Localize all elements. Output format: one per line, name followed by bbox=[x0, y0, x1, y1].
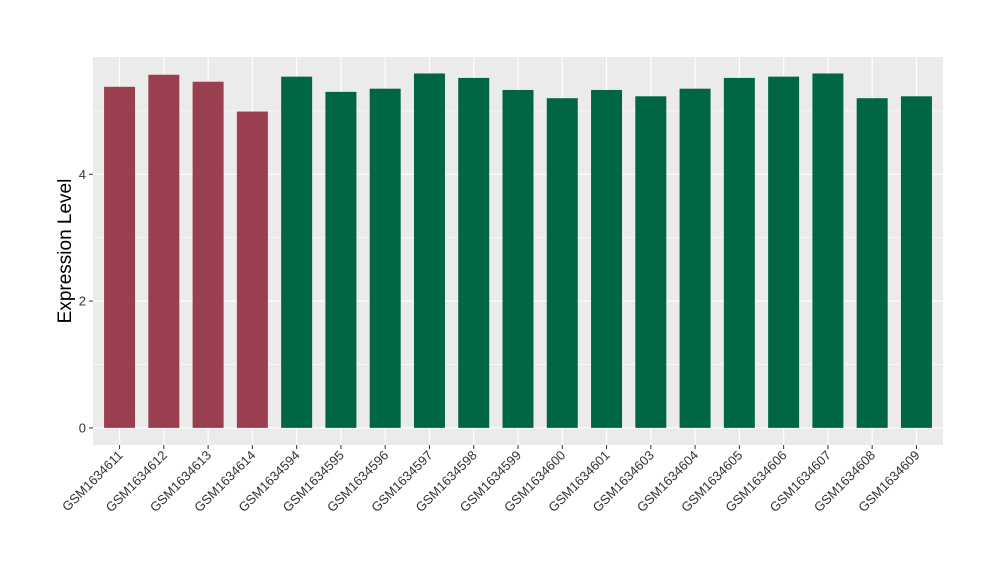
bar-GSM1634613 bbox=[192, 81, 224, 428]
bar-GSM1634597 bbox=[413, 73, 445, 428]
bar-GSM1634595 bbox=[325, 91, 357, 428]
y-tick-label: 2 bbox=[79, 294, 86, 309]
bar-GSM1634596 bbox=[369, 88, 401, 428]
bar-GSM1634600 bbox=[546, 98, 578, 428]
bar-GSM1634607 bbox=[812, 73, 844, 428]
bar-GSM1634606 bbox=[768, 76, 800, 428]
bar-GSM1634599 bbox=[502, 89, 534, 428]
bar-GSM1634614 bbox=[236, 111, 268, 428]
x-axis: GSM1634611GSM1634612GSM1634613GSM1634614… bbox=[59, 445, 923, 515]
bar-GSM1634608 bbox=[856, 98, 888, 428]
bar-GSM1634603 bbox=[635, 96, 667, 428]
y-tick-label: 0 bbox=[79, 420, 86, 435]
bar-GSM1634605 bbox=[723, 77, 755, 428]
bar-GSM1634612 bbox=[148, 74, 180, 428]
bar-GSM1634611 bbox=[104, 86, 136, 428]
bar-GSM1634601 bbox=[591, 89, 623, 428]
bar-GSM1634598 bbox=[458, 77, 490, 428]
bar-GSM1634594 bbox=[281, 76, 313, 428]
bar-GSM1634609 bbox=[900, 96, 932, 428]
bar-GSM1634604 bbox=[679, 88, 711, 428]
bars bbox=[104, 73, 932, 428]
y-axis-title: Expression Level bbox=[55, 179, 76, 324]
y-axis: 0 2 4 bbox=[79, 167, 93, 435]
y-tick-label: 4 bbox=[79, 167, 86, 182]
